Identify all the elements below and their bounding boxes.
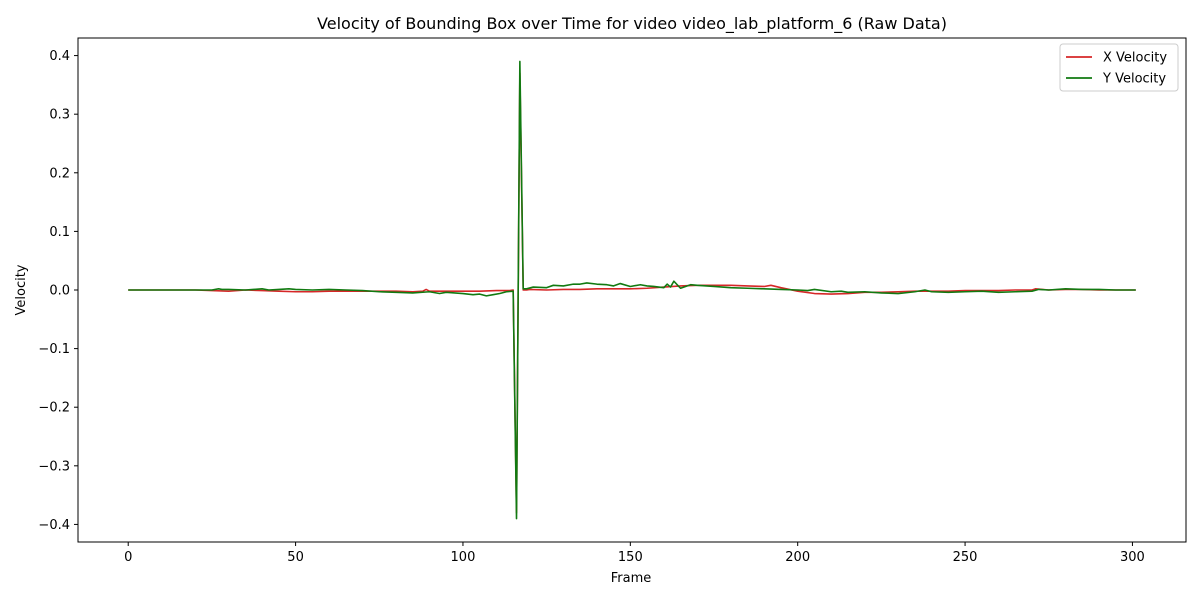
- y-tick-label: −0.4: [38, 518, 70, 533]
- chart-title: Velocity of Bounding Box over Time for v…: [317, 14, 947, 34]
- series-lines: [128, 60, 1136, 520]
- legend-entry: X Velocity: [1103, 51, 1167, 66]
- y-tick-label: 0.2: [49, 166, 70, 181]
- x-tick-label: 100: [451, 550, 476, 565]
- y-tick-label: 0.4: [49, 49, 70, 64]
- y-tick-label: 0.1: [49, 225, 70, 240]
- y-tick-label: 0.0: [49, 284, 70, 299]
- y-tick-label: −0.3: [38, 459, 70, 474]
- x-tick-label: 150: [618, 550, 643, 565]
- legend-box: [1059, 43, 1179, 92]
- y-axis-label: Velocity: [14, 264, 29, 315]
- x-tick-label: 300: [1120, 550, 1145, 565]
- y-tick-label: −0.2: [38, 401, 70, 416]
- x-axis: 0 50 100 150 200 250 300: [124, 542, 1145, 565]
- series-line-x-velocity: [128, 72, 1136, 514]
- y-axis: −0.4 −0.3 −0.2 −0.1 0.0 0.1 0.2 0.3 0.4: [38, 49, 78, 533]
- legend: X Velocity Y Velocity: [1059, 43, 1179, 92]
- x-tick-label: 200: [785, 550, 810, 565]
- x-axis-label: Frame: [611, 571, 652, 586]
- x-tick-label: 0: [124, 550, 132, 565]
- y-tick-label: −0.1: [38, 342, 70, 357]
- x-tick-label: 50: [287, 550, 304, 565]
- series-line-y-velocity: [128, 60, 1136, 520]
- plot-area: [77, 37, 1187, 543]
- y-tick-label: 0.3: [49, 108, 70, 123]
- x-tick-label: 250: [953, 550, 978, 565]
- legend-entry: Y Velocity: [1102, 72, 1166, 87]
